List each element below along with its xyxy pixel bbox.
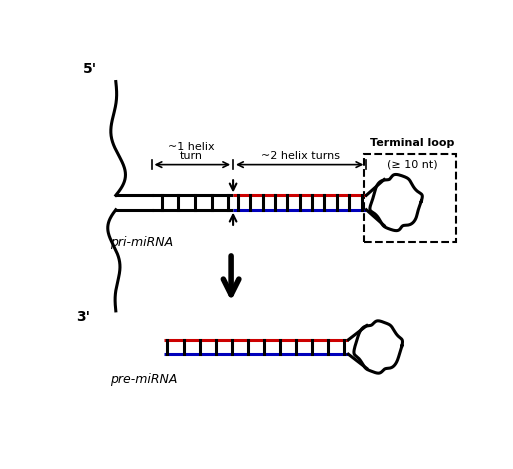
Text: 5': 5' xyxy=(83,61,97,76)
Text: pre-miRNA: pre-miRNA xyxy=(110,373,177,386)
Text: ~1 helix: ~1 helix xyxy=(168,142,214,152)
Text: pri-miRNA: pri-miRNA xyxy=(110,236,173,249)
Text: 3': 3' xyxy=(76,310,90,324)
Bar xyxy=(364,154,456,242)
Text: ~2 helix turns: ~2 helix turns xyxy=(261,151,340,161)
Text: (≥ 10 nt): (≥ 10 nt) xyxy=(387,159,437,169)
Text: Terminal loop: Terminal loop xyxy=(370,138,454,148)
Text: turn: turn xyxy=(180,151,203,161)
